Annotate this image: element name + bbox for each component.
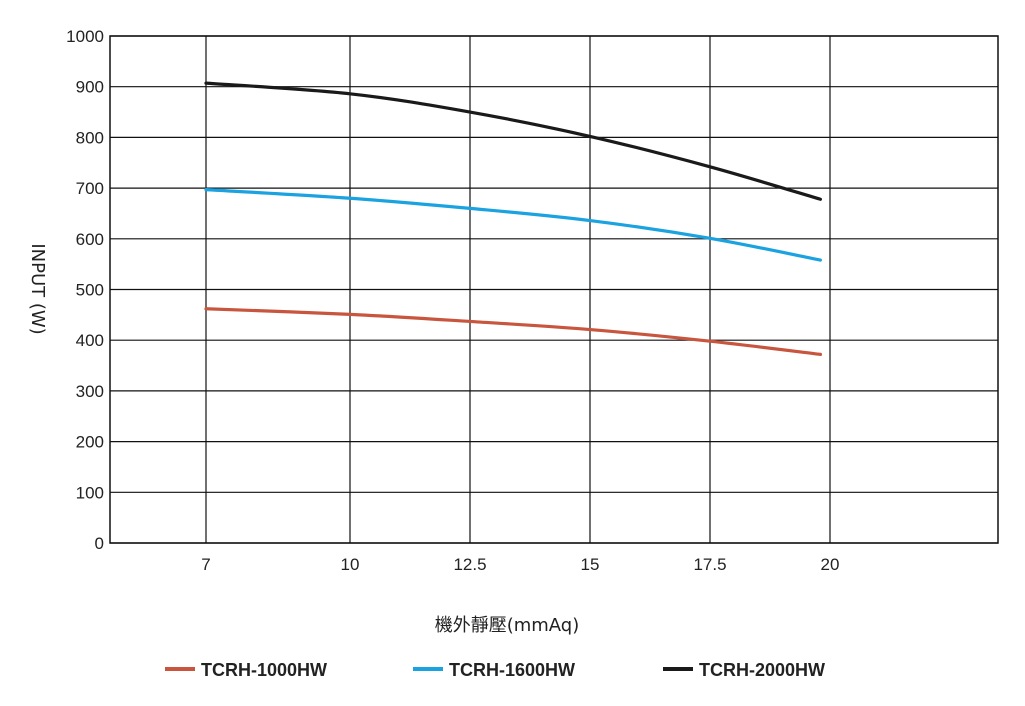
y-tick-label: 700 — [76, 179, 104, 198]
x-axis-title: 機外靜壓(mmAq) — [435, 615, 580, 636]
legend-item-tcrh-1000hw: TCRH-1000HW — [165, 660, 327, 680]
series-lines — [204, 81, 822, 356]
x-tick-label: 12.5 — [453, 555, 486, 574]
y-tick-label: 600 — [76, 230, 104, 249]
legend-label: TCRH-2000HW — [699, 660, 825, 680]
x-tick-label: 17.5 — [693, 555, 726, 574]
legend-label: TCRH-1600HW — [449, 660, 575, 680]
legend-label: TCRH-1000HW — [201, 660, 327, 680]
plot-frame — [109, 35, 999, 544]
x-tick-label: 20 — [821, 555, 840, 574]
series-line-tcrh-2000hw — [204, 81, 822, 201]
y-tick-label: 300 — [76, 382, 104, 401]
legend: TCRH-1000HW TCRH-1600HW TCRH-2000HW — [165, 660, 825, 680]
y-tick-label: 500 — [76, 281, 104, 300]
y-tick-label: 1000 — [66, 27, 104, 46]
legend-item-tcrh-2000hw: TCRH-2000HW — [663, 660, 825, 680]
x-tick-label: 7 — [201, 555, 210, 574]
y-tick-label: 900 — [76, 78, 104, 97]
y-tick-labels: 0 100 200 300 400 500 600 700 800 900 1000 — [66, 27, 104, 553]
y-tick-label: 400 — [76, 331, 104, 350]
y-tick-label: 800 — [76, 128, 104, 147]
y-tick-label: 0 — [95, 534, 104, 553]
series-line-tcrh-1000hw — [204, 307, 822, 356]
grid-lines — [110, 35, 998, 544]
y-tick-label: 200 — [76, 433, 104, 452]
series-line-tcrh-1600hw — [204, 188, 822, 262]
x-tick-label: 10 — [341, 555, 360, 574]
legend-item-tcrh-1600hw: TCRH-1600HW — [413, 660, 575, 680]
x-tick-label: 15 — [581, 555, 600, 574]
y-tick-label: 100 — [76, 483, 104, 502]
y-axis-title: INPUT (W) — [27, 243, 48, 334]
x-tick-labels: 7 10 12.5 15 17.5 20 — [201, 555, 839, 574]
